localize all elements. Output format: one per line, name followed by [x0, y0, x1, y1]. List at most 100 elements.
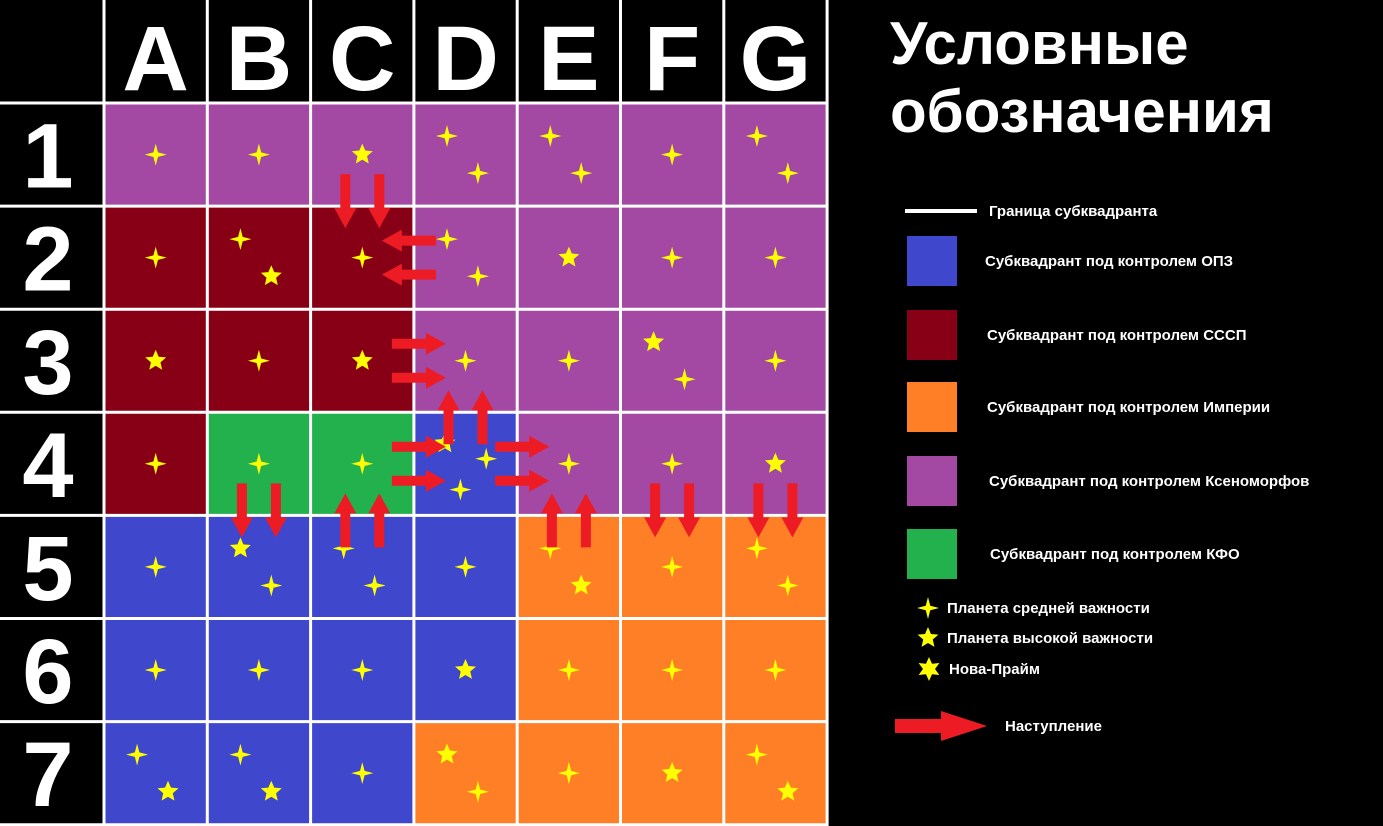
planet-medium-icon: [144, 555, 167, 578]
planet-high-icon: [260, 780, 282, 801]
planet-high-icon: [661, 762, 683, 782]
planet-medium-icon: [351, 659, 374, 681]
legend-label-kfo: Субквадрант под контролем КФО: [990, 545, 1240, 563]
planet-medium-icon: [475, 447, 498, 470]
planet-high-icon: [917, 627, 939, 647]
legend-item-planet-medium: Планета средней важности: [916, 596, 1150, 620]
legend-item-planet-high: Планета высокой важности: [916, 626, 1153, 650]
subquadrant-A7: [104, 721, 208, 826]
subquadrant-B7: [207, 721, 312, 826]
planet-medium-icon: [351, 246, 374, 269]
advance-arrow-icon: [230, 483, 253, 538]
planet-high-icon: [436, 743, 458, 764]
advance-arrow-icon: [391, 435, 446, 458]
planet-medium-icon: [539, 537, 562, 560]
planet-medium-icon: [454, 349, 477, 372]
advance-arrow-icon: [678, 483, 701, 538]
legend-item-empire: Субквадрант под контролем Империи: [907, 382, 1270, 432]
planet-high-icon: [764, 452, 786, 473]
planet-medium-icon: [229, 228, 252, 251]
border-line-swatch: [905, 209, 977, 213]
planet-medium-icon: [229, 743, 252, 766]
subquadrant-D2: [413, 206, 518, 310]
planet-medium-icon: [557, 659, 580, 681]
planet-medium-icon: [144, 143, 167, 166]
planet-medium-icon: [557, 452, 580, 475]
planet-high-icon: [351, 143, 373, 164]
subquadrant-C5: [310, 515, 415, 619]
column-label-G: G: [740, 8, 812, 110]
legend-label-planet-high: Планета высокой важности: [947, 629, 1154, 647]
planet-medium-icon: [570, 162, 593, 185]
planet-high-icon: [229, 537, 251, 558]
planet-medium-icon: [247, 452, 270, 475]
planet-medium-icon: [539, 125, 562, 147]
advance-arrow-icon: [437, 390, 460, 445]
legend-item-opz: Субквадрант под контролем ОПЗ: [907, 236, 1233, 286]
planet-high-icon: [157, 780, 179, 801]
legend-title-line-2: обозначения: [890, 78, 1274, 145]
planet-high-icon: [777, 780, 799, 801]
legend-item-nova-prime: Нова-Прайм: [916, 656, 1040, 682]
planet-medium-icon: [466, 265, 489, 288]
advance-arrow-icon: [334, 174, 357, 229]
subquadrant-F3: [620, 309, 725, 413]
legend-title-line-1: Условные: [890, 10, 1189, 77]
opz-color-swatch: [907, 236, 957, 286]
nova-prime-icon: [918, 657, 940, 681]
advance-arrow-icon: [391, 366, 446, 389]
planet-medium-icon: [247, 143, 270, 166]
subquadrant-E5: [517, 515, 621, 619]
planet-medium-icon: [466, 780, 489, 803]
row-label-6: 6: [22, 621, 73, 723]
kfo-color-swatch: [907, 529, 957, 579]
legend-label-planet-medium: Планета средней важности: [947, 599, 1150, 617]
planet-medium-icon: [745, 743, 768, 766]
legend-label-border: Граница субквадранта: [989, 202, 1158, 220]
planet-medium-icon: [454, 555, 477, 578]
empire-color-swatch: [907, 382, 957, 432]
planet-medium-icon: [917, 597, 939, 619]
planet-high-icon: [558, 246, 580, 267]
planet-medium-icon: [661, 246, 684, 269]
planet-medium-icon: [332, 537, 355, 560]
subquadrant-G5: [723, 515, 828, 619]
planet-medium-icon: [776, 574, 799, 597]
column-label-F: F: [644, 8, 700, 110]
legend-item-border: Граница субквадранта: [905, 200, 1157, 222]
column-label-C: C: [329, 8, 395, 110]
advance-arrow-icon: [781, 483, 804, 538]
advance-arrow-icon: [574, 493, 597, 548]
advance-arrow-icon: [368, 174, 391, 229]
row-label-1: 1: [22, 106, 73, 208]
subquadrant-G7: [723, 721, 828, 826]
planet-medium-icon: [363, 574, 386, 597]
legend-label-sssp: Субквадрант под контролем СССП: [987, 326, 1247, 344]
planet-medium-icon: [351, 762, 374, 785]
row-label-4: 4: [22, 415, 73, 517]
planet-medium-icon: [764, 246, 787, 269]
planet-medium-icon: [745, 537, 768, 560]
subquadrant-D7: [413, 721, 518, 826]
advance-arrow-icon: [495, 469, 550, 492]
planet-high-icon: [455, 659, 476, 679]
planet-high-icon: [643, 331, 665, 352]
advance-arrow-icon: [644, 483, 667, 538]
xeno-color-swatch: [907, 456, 957, 506]
planet-medium-icon: [764, 349, 787, 372]
advance-arrow-icon: [471, 390, 494, 445]
advance-arrow-icon: [391, 469, 446, 492]
planet-medium-icon: [557, 349, 580, 372]
subquadrant-D4: [413, 412, 518, 516]
legend-item-advance: Наступление: [893, 710, 1102, 742]
advance-arrow-icon: [264, 483, 287, 538]
column-label-D: D: [432, 8, 498, 110]
planet-medium-icon: [557, 762, 580, 785]
advance-arrow-icon: [381, 263, 436, 286]
legend-item-sssp: Субквадрант под контролем СССП: [907, 310, 1246, 360]
row-label-3: 3: [22, 312, 73, 414]
planet-medium-icon: [436, 228, 458, 251]
advance-arrow-icon: [391, 332, 446, 355]
planet-medium-icon: [661, 659, 684, 681]
